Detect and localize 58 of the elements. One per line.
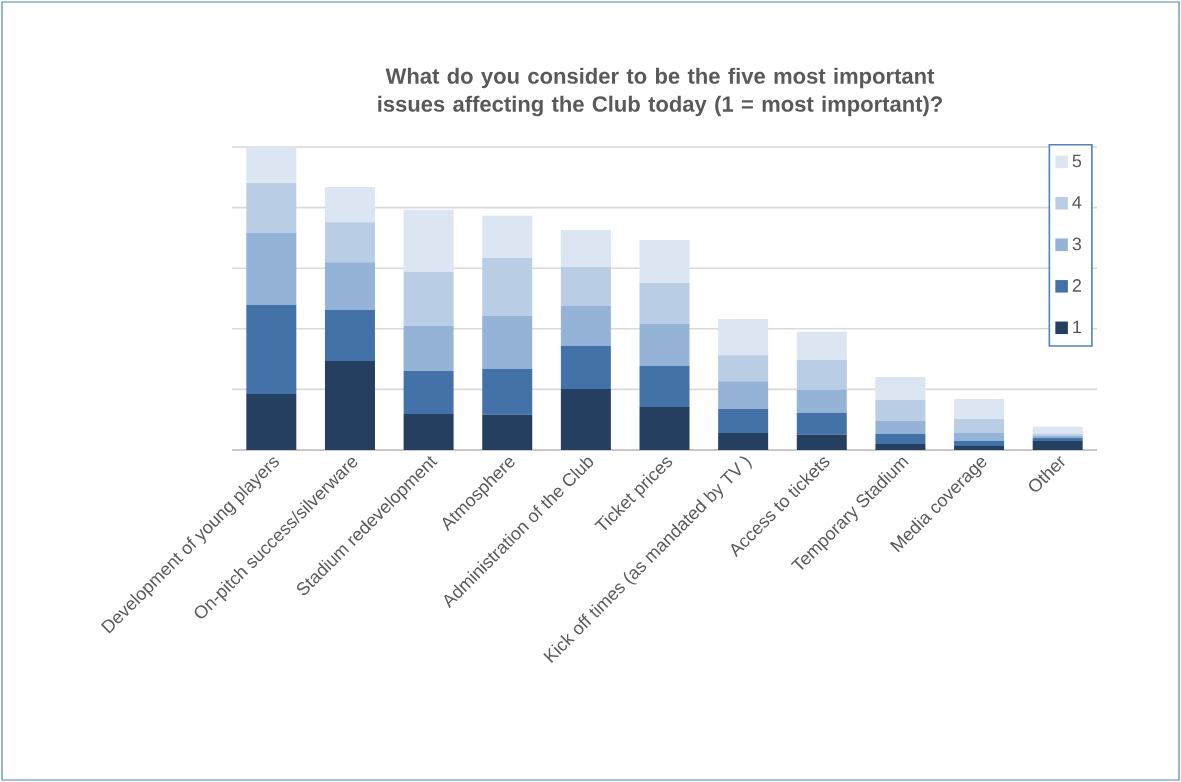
bar — [639, 366, 690, 407]
bar — [403, 209, 454, 272]
bar — [560, 306, 611, 347]
bar — [639, 283, 690, 324]
bar — [246, 182, 297, 233]
bar — [324, 310, 375, 361]
bar — [482, 414, 533, 450]
bar — [403, 271, 454, 326]
bar — [246, 146, 297, 183]
bar — [482, 368, 533, 415]
bar — [875, 420, 926, 434]
bar — [560, 230, 611, 267]
bar — [954, 446, 1005, 450]
bar — [954, 440, 1005, 447]
bar — [796, 389, 847, 413]
bar — [482, 315, 533, 369]
bar — [246, 304, 297, 394]
bar — [796, 331, 847, 360]
bar — [796, 412, 847, 435]
bar — [324, 262, 375, 311]
bar — [246, 393, 297, 450]
bar — [954, 419, 1005, 434]
bar — [796, 434, 847, 450]
legend-label: 5 — [1072, 154, 1082, 168]
legend-label: 1 — [1073, 320, 1081, 334]
bar — [954, 399, 1005, 420]
bar — [639, 323, 690, 367]
bar — [1032, 426, 1083, 434]
bar — [954, 433, 1005, 441]
bar — [324, 222, 375, 263]
bar — [718, 319, 769, 356]
bar — [403, 370, 454, 414]
bar — [324, 360, 375, 450]
bar — [718, 381, 769, 410]
bar — [639, 240, 690, 284]
bar — [403, 413, 454, 450]
bar — [796, 359, 847, 390]
bar — [403, 325, 454, 371]
bar — [246, 232, 297, 305]
legend-label: 2 — [1072, 279, 1081, 292]
bar — [1032, 440, 1083, 450]
bar — [718, 433, 769, 450]
bar — [482, 215, 533, 258]
bar — [875, 443, 926, 450]
bar — [875, 400, 926, 421]
chart-title: What do you consider to be the five most important issues affecting the Club today (1 = most important)? — [378, 67, 942, 117]
bar — [718, 409, 769, 434]
bar — [482, 257, 533, 316]
legend-label: 3 — [1072, 237, 1082, 251]
bar — [560, 266, 611, 307]
legend-label: 4 — [1072, 196, 1082, 209]
bar — [560, 389, 611, 450]
bar — [875, 376, 926, 400]
bar — [718, 355, 769, 382]
bar — [324, 187, 375, 223]
bar — [639, 406, 690, 450]
bar — [560, 346, 611, 390]
bar — [875, 433, 926, 444]
